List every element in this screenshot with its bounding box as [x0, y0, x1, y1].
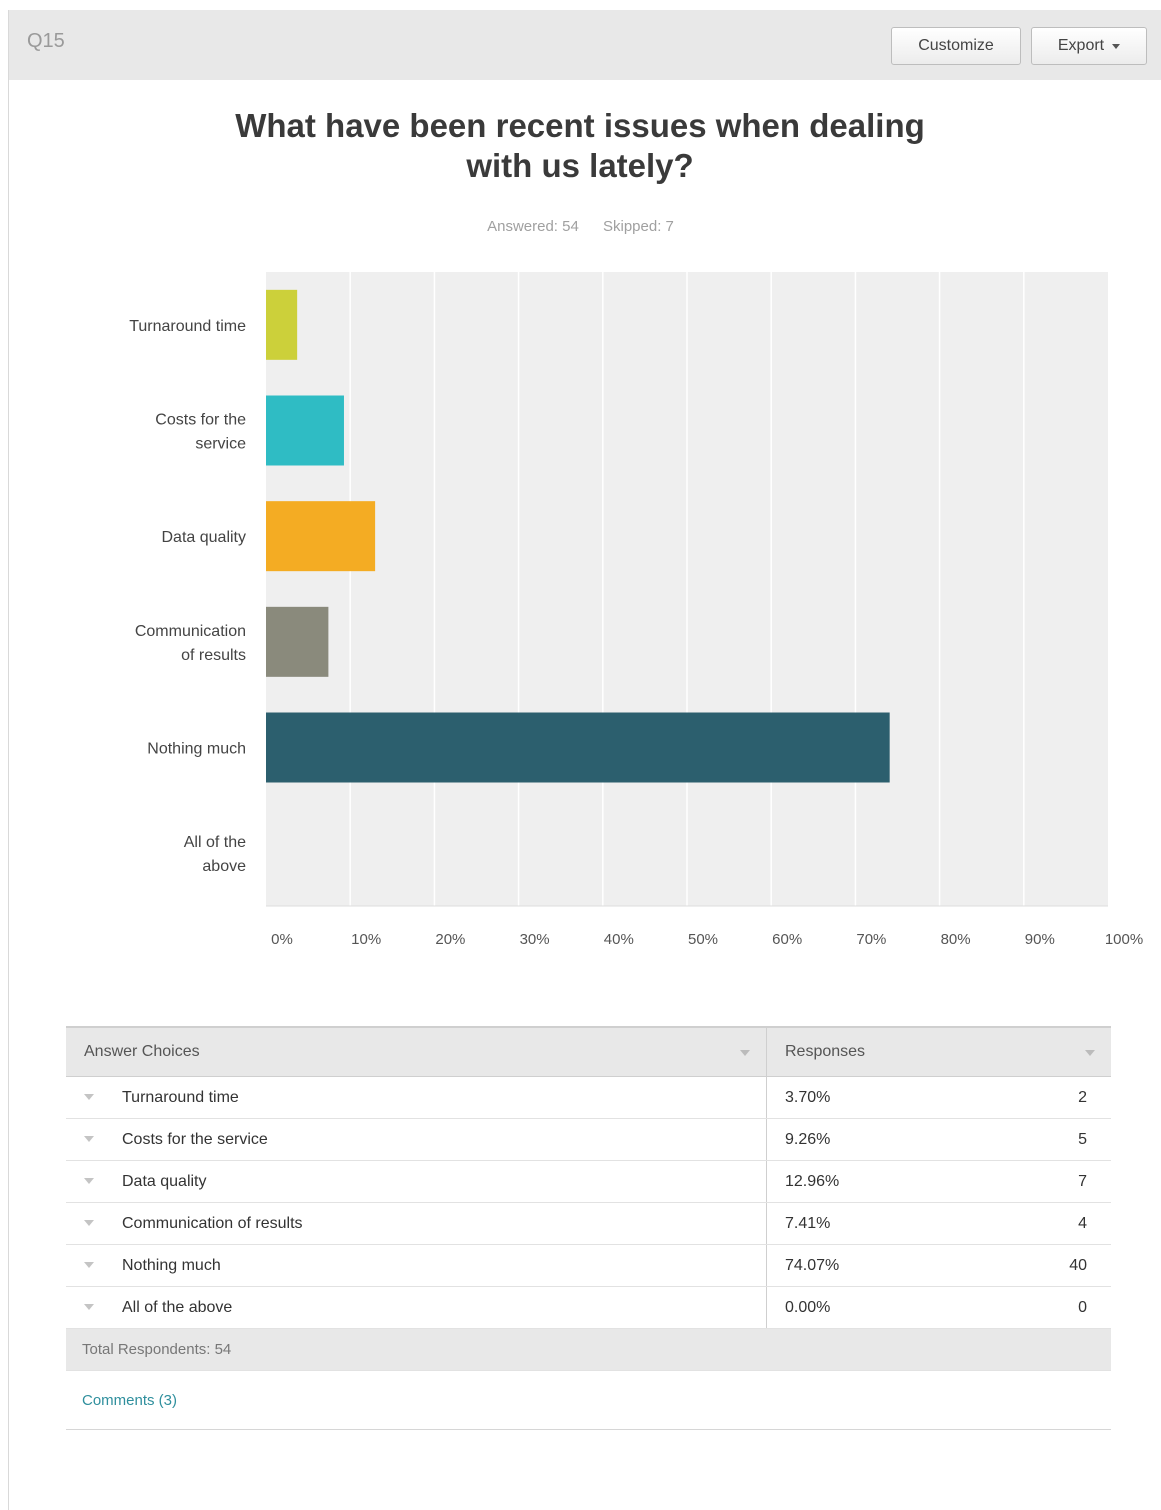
answer-choice-cell[interactable]: Turnaround time — [66, 1076, 767, 1119]
export-button-label: Export — [1057, 37, 1105, 54]
category-label: Data quality — [162, 529, 247, 546]
response-count: 4 — [1027, 1202, 1111, 1245]
skipped-count: Skipped: 7 — [603, 218, 674, 235]
category-label: above — [202, 858, 246, 875]
question-number: Q15 — [27, 30, 65, 52]
column-header-label: Answer Choices — [84, 1043, 200, 1060]
category-label: Nothing much — [147, 741, 246, 758]
category-label: Communication — [135, 623, 246, 640]
x-tick-label: 100% — [1105, 931, 1143, 948]
chevron-down-icon[interactable] — [84, 1136, 94, 1143]
x-tick-label: 40% — [604, 931, 634, 948]
response-count: 40 — [1027, 1244, 1111, 1287]
table-row: Nothing much 74.07% 40 — [66, 1244, 1111, 1287]
x-tick-label: 10% — [351, 931, 381, 948]
answer-choice-cell[interactable]: All of the above — [66, 1286, 767, 1329]
answer-choice-label: Costs for the service — [122, 1130, 268, 1148]
x-tick-label: 90% — [1025, 931, 1055, 948]
x-tick-label: 0% — [271, 931, 293, 948]
x-tick-label: 30% — [520, 931, 550, 948]
response-count: 0 — [1027, 1286, 1111, 1329]
answer-choice-cell[interactable]: Communication of results — [66, 1202, 767, 1245]
bar-chart: 0% 10% 20% 30% 40% 50% 60% 70% 80% 90% 100% Turnaro… — [129, 272, 1143, 948]
chart-title-line-1: What have been recent issues when dealin… — [235, 107, 925, 144]
export-button[interactable]: Export — [1031, 27, 1147, 65]
category-label: of results — [181, 647, 246, 664]
x-tick-label: 80% — [941, 931, 971, 948]
chevron-down-icon[interactable] — [84, 1304, 94, 1311]
customize-button[interactable]: Customize — [891, 27, 1021, 65]
bar[interactable] — [266, 712, 890, 783]
chevron-down-icon[interactable] — [84, 1220, 94, 1227]
category-label: service — [195, 436, 246, 453]
responses-table: Answer Choices Responses Turnaround time… — [66, 1026, 1111, 1371]
response-percent: 3.70% — [766, 1076, 1027, 1119]
chevron-down-icon[interactable] — [84, 1262, 94, 1269]
bar[interactable] — [266, 289, 298, 360]
response-percent: 9.26% — [766, 1118, 1027, 1161]
response-count: 2 — [1027, 1076, 1111, 1119]
table-row: Communication of results 7.41% 4 — [66, 1202, 1111, 1245]
x-tick-label: 20% — [435, 931, 465, 948]
table-header-row: Answer Choices Responses — [66, 1026, 1111, 1077]
total-respondents: Total Respondents: 54 — [66, 1328, 1111, 1371]
response-percent: 0.00% — [766, 1286, 1027, 1329]
table-row: Data quality 12.96% 7 — [66, 1160, 1111, 1203]
answer-choice-label: Nothing much — [122, 1256, 221, 1274]
column-header-answer-choices[interactable]: Answer Choices — [66, 1026, 767, 1077]
sort-icon — [1085, 1050, 1095, 1056]
chevron-down-icon — [1112, 43, 1121, 49]
question-header: Q15 Customize Export — [9, 10, 1161, 80]
answer-choice-label: Turnaround time — [122, 1088, 239, 1106]
sort-icon — [740, 1050, 750, 1056]
bar[interactable] — [266, 395, 344, 466]
answered-count: Answered: 54 — [487, 218, 579, 235]
category-label: All of the — [184, 834, 246, 851]
total-row: Total Respondents: 54 — [66, 1328, 1111, 1371]
response-count: 7 — [1027, 1160, 1111, 1203]
answer-choice-cell[interactable]: Costs for the service — [66, 1118, 767, 1161]
category-label: Turnaround time — [129, 318, 246, 335]
customize-button-label: Customize — [918, 37, 994, 54]
table-row: Costs for the service 9.26% 5 — [66, 1118, 1111, 1161]
column-header-responses[interactable]: Responses — [766, 1026, 1111, 1077]
chevron-down-icon[interactable] — [84, 1094, 94, 1101]
response-percent: 12.96% — [766, 1160, 1027, 1203]
response-count: 5 — [1027, 1118, 1111, 1161]
answer-choice-label: All of the above — [122, 1298, 233, 1316]
comments-link[interactable]: Comments (3) — [82, 1392, 178, 1409]
column-header-label: Responses — [785, 1043, 866, 1060]
answer-choice-label: Data quality — [122, 1172, 207, 1190]
divider — [66, 1429, 1111, 1430]
answer-choice-label: Communication of results — [122, 1214, 303, 1232]
x-tick-label: 70% — [856, 931, 886, 948]
bar[interactable] — [266, 606, 329, 677]
response-summary: Answered: 54 Skipped: 7 — [0, 218, 1161, 235]
chart-title: What have been recent issues when dealin… — [150, 106, 1010, 186]
x-tick-label: 60% — [772, 931, 802, 948]
answer-choice-cell[interactable]: Data quality — [66, 1160, 767, 1203]
response-percent: 7.41% — [766, 1202, 1027, 1245]
x-tick-label: 50% — [688, 931, 718, 948]
category-label: Costs for the — [155, 412, 246, 429]
table-row: All of the above 0.00% 0 — [66, 1286, 1111, 1329]
answer-choice-cell[interactable]: Nothing much — [66, 1244, 767, 1287]
chart-title-line-2: with us lately? — [466, 147, 694, 184]
chevron-down-icon[interactable] — [84, 1178, 94, 1185]
response-percent: 74.07% — [766, 1244, 1027, 1287]
bar[interactable] — [266, 501, 376, 572]
table-row: Turnaround time 3.70% 2 — [66, 1076, 1111, 1119]
